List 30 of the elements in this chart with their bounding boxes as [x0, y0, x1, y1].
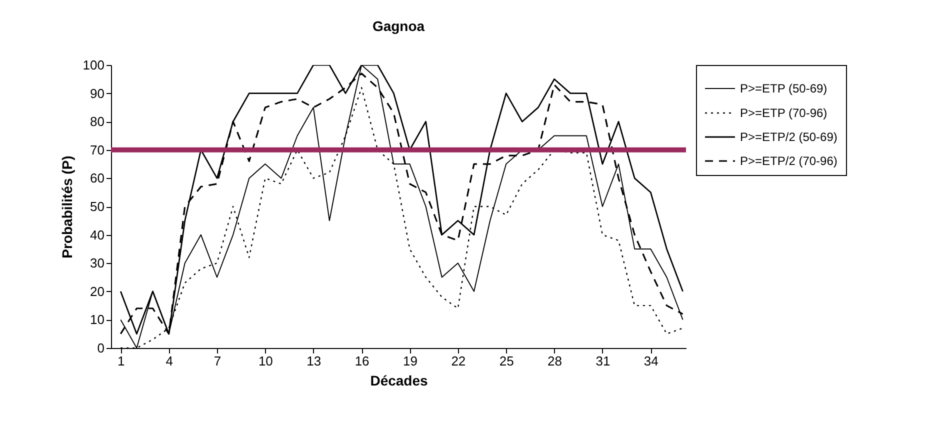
y-tick-label: 90 — [90, 86, 104, 101]
x-tick-label: 1 — [118, 354, 125, 368]
legend-label: P>=ETP/2 (70-96) — [740, 154, 838, 168]
x-tick-label: 7 — [214, 354, 222, 368]
x-axis-title: Décades — [370, 372, 428, 388]
x-tick-label: 13 — [306, 354, 322, 368]
x-tick-label: 25 — [499, 354, 514, 368]
legend-label: P>=ETP (50-69) — [740, 82, 828, 96]
chart-title: Gagnoa — [372, 18, 425, 34]
y-tick-label: 80 — [90, 114, 104, 130]
y-tick-label: 20 — [90, 284, 104, 299]
y-axis-title: Probabilités (P) — [58, 156, 75, 258]
y-tick-label: 50 — [90, 199, 104, 214]
x-tick-label: 31 — [596, 354, 610, 368]
y-tick-label: 30 — [90, 256, 104, 271]
x-tick-label: 4 — [166, 354, 173, 368]
y-tick-label: 40 — [90, 227, 104, 242]
x-tick-label: 16 — [354, 354, 370, 368]
x-tick-label: 22 — [451, 354, 466, 368]
y-tick-label: 0 — [97, 340, 104, 356]
x-tick-label: 10 — [258, 354, 273, 368]
y-tick-label: 10 — [90, 312, 104, 328]
x-tick-label: 28 — [548, 354, 562, 368]
legend-label: P>=ETP (70-96) — [740, 106, 828, 120]
x-tick-label: 19 — [403, 354, 418, 368]
legend-label: P>=ETP/2 (50-69) — [740, 130, 838, 144]
y-tick-label: 100 — [82, 58, 104, 72]
x-tick-label: 34 — [644, 354, 658, 368]
y-tick-label: 70 — [90, 142, 104, 158]
y-tick-label: 60 — [90, 170, 104, 186]
